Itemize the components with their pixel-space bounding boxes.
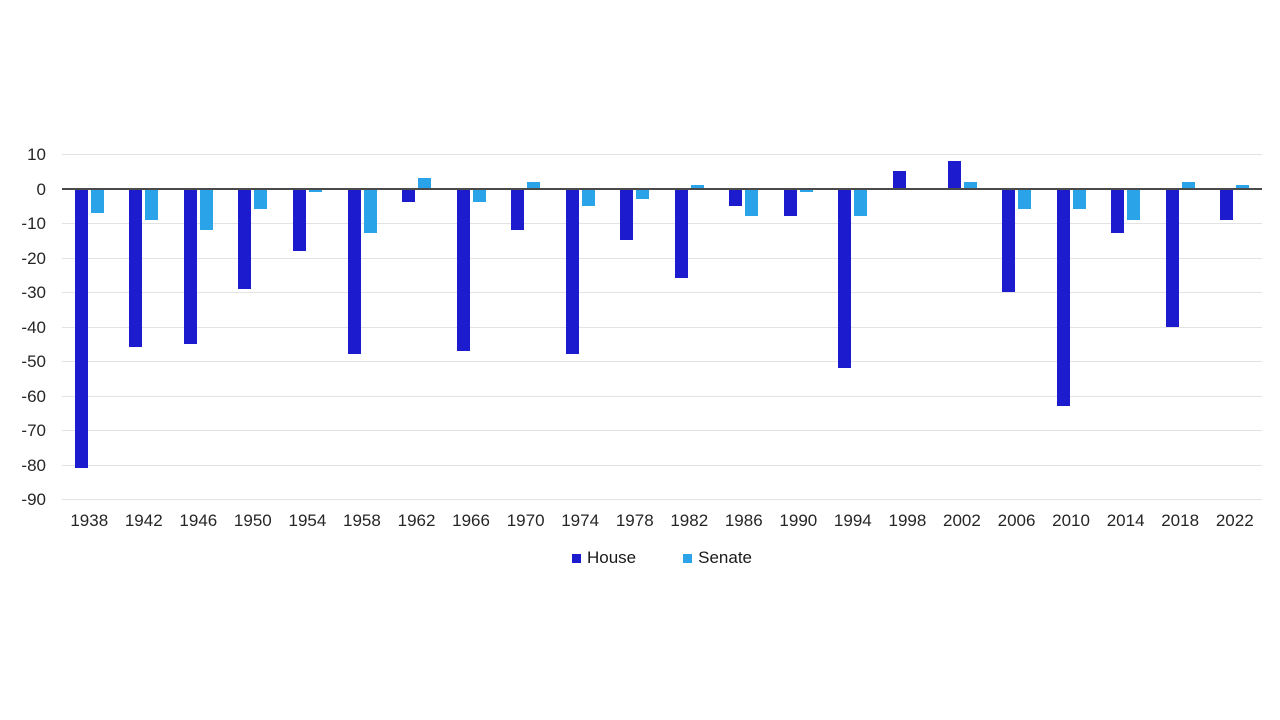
house-swatch-icon (571, 553, 581, 563)
bar-house-2002 (947, 160, 961, 189)
bar-senate-1994 (854, 188, 868, 217)
y-tick-label: -30 (21, 283, 46, 302)
y-tick-label: -20 (21, 248, 46, 268)
y-tick-label: -60 (21, 386, 46, 406)
x-axis-zero-line (62, 187, 1262, 190)
gridline (62, 257, 1262, 259)
bar-house-1962 (402, 188, 415, 203)
y-tick-label: -40 (21, 317, 46, 337)
bar-senate-1978 (636, 188, 650, 199)
x-tick-label: 1970 (506, 511, 545, 530)
bar-senate-1974 (581, 188, 595, 206)
gridline (62, 223, 1262, 224)
bar-house-2018 (1165, 188, 1179, 327)
gridline (62, 292, 1262, 293)
bar-senate-2006 (1018, 188, 1031, 210)
legend-entry-house: House (571, 548, 637, 568)
gridline (62, 430, 1262, 431)
bar-house-1954 (293, 188, 306, 251)
gridline (62, 464, 1262, 466)
x-tick-label: 1978 (615, 511, 654, 530)
gridline (62, 395, 1262, 397)
bar-house-1982 (674, 188, 688, 279)
bar-senate-2014 (1127, 188, 1141, 220)
bar-senate-1954 (309, 188, 322, 192)
bar-house-1966 (456, 188, 470, 351)
gridline (62, 499, 1262, 500)
bar-senate-2022 (1236, 185, 1250, 189)
x-tick-label: 2006 (997, 511, 1036, 530)
bar-house-1986 (729, 188, 743, 206)
bar-senate-2002 (963, 181, 977, 189)
y-tick-label: 10 (27, 145, 46, 164)
x-tick-label: 1942 (124, 511, 163, 530)
bar-house-2022 (1220, 188, 1234, 220)
bar-house-1990 (783, 188, 797, 217)
bar-senate-1970 (527, 181, 541, 189)
legend-senate-label: Senate (698, 548, 753, 567)
gridline (62, 154, 1262, 155)
bar-house-1974 (565, 188, 579, 355)
y-tick-label: -50 (21, 352, 46, 371)
x-tick-label: 2022 (1215, 511, 1254, 530)
bar-house-1958 (347, 188, 361, 355)
bar-senate-1938 (90, 188, 104, 213)
bar-senate-1986 (745, 188, 759, 217)
bar-house-1970 (511, 188, 525, 230)
bar-house-2010 (1056, 188, 1070, 406)
x-tick-label: 1990 (779, 511, 818, 530)
bar-house-1994 (838, 188, 852, 368)
bar-senate-1962 (418, 178, 431, 189)
x-tick-label: 1950 (233, 511, 272, 530)
plot-area: 10 0 -10 -20 -30 -40 -50 -60 -70 -80 -90 1938 1942 19… (21, 146, 1262, 530)
bar-house-1950 (238, 188, 252, 289)
bar-senate-2018 (1181, 181, 1195, 189)
gridline (62, 326, 1262, 328)
x-tick-label: 1974 (561, 511, 600, 530)
y-tick-label: -70 (21, 421, 46, 440)
bar-house-1946 (183, 188, 197, 344)
bar-senate-1950 (254, 188, 268, 210)
bar-house-2014 (1111, 188, 1125, 234)
x-tick-label: 2014 (1106, 511, 1145, 530)
bar-senate-1982 (690, 185, 704, 189)
x-tick-label: 2018 (1161, 511, 1200, 530)
legend: House Senate (62, 548, 1262, 568)
x-tick-label: 2002 (943, 511, 981, 530)
gridline (62, 361, 1262, 362)
y-tick-label: -80 (21, 455, 46, 475)
x-tick-label: 1966 (452, 511, 490, 530)
y-tick-label: -10 (21, 214, 46, 233)
bar-senate-1958 (363, 188, 377, 234)
bar-house-1998 (893, 171, 906, 189)
bar-senate-2010 (1072, 188, 1086, 210)
bar-senate-1946 (199, 188, 213, 230)
legend-house-label: House (586, 548, 637, 567)
bar-house-1942 (129, 188, 143, 348)
x-tick-label: 1982 (670, 511, 709, 530)
x-tick-label: 1954 (288, 511, 327, 530)
y-tick-label: -90 (21, 490, 46, 509)
bar-house-1938 (74, 188, 88, 468)
x-tick-label: 1986 (724, 511, 763, 530)
x-tick-label: 1938 (70, 511, 109, 530)
bar-senate-1942 (145, 188, 159, 220)
x-tick-label: 1962 (397, 511, 436, 530)
legend-entry-senate: Senate (683, 548, 752, 568)
bar-house-1978 (620, 188, 634, 241)
x-tick-label: 1994 (833, 511, 872, 530)
bar-senate-1990 (799, 188, 813, 192)
y-tick-label: 0 (36, 179, 46, 199)
senate-swatch-icon (683, 553, 693, 563)
x-tick-label: 1998 (888, 511, 927, 530)
x-tick-label: 1958 (343, 511, 381, 530)
bar-senate-1966 (472, 188, 486, 203)
x-tick-label: 1946 (179, 511, 218, 530)
x-tick-label: 2010 (1052, 511, 1090, 530)
bar-house-2006 (1002, 188, 1015, 292)
